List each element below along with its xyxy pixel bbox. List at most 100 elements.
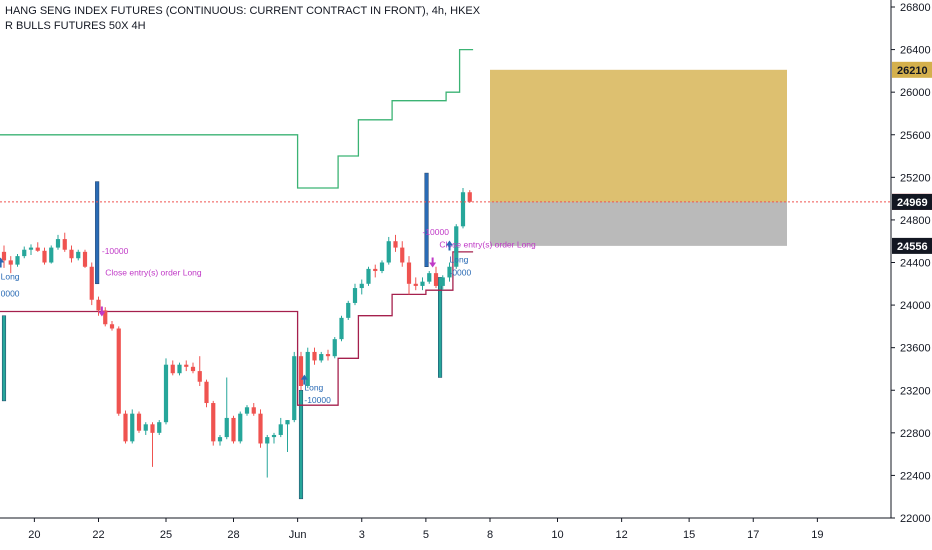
candle[interactable] <box>28 244 34 256</box>
candle[interactable] <box>204 379 209 408</box>
x-tick-label: 22 <box>92 529 104 541</box>
candle[interactable] <box>42 247 47 265</box>
candle[interactable] <box>339 315 344 342</box>
candle[interactable] <box>393 234 398 252</box>
candle[interactable] <box>22 246 27 259</box>
candle[interactable] <box>251 403 256 416</box>
candle[interactable] <box>440 275 445 291</box>
candle[interactable] <box>400 241 405 267</box>
candle[interactable] <box>15 253 20 267</box>
close-arrow-icon <box>429 257 437 268</box>
y-tick-label: 26800 <box>900 2 931 14</box>
candle[interactable] <box>8 256 13 274</box>
candle[interactable] <box>55 234 61 250</box>
candle[interactable] <box>292 351 297 423</box>
candle[interactable] <box>49 245 54 264</box>
candle[interactable] <box>238 411 243 444</box>
candle[interactable] <box>231 415 236 444</box>
candle[interactable] <box>143 422 148 435</box>
x-tick-label: 12 <box>616 529 628 541</box>
candle[interactable] <box>157 420 162 435</box>
candle[interactable] <box>217 434 223 446</box>
candle[interactable] <box>35 242 40 252</box>
candle[interactable] <box>130 409 135 444</box>
candle[interactable] <box>413 277 418 291</box>
candle[interactable] <box>244 405 250 416</box>
candle-body <box>49 247 54 263</box>
candle[interactable] <box>379 260 385 274</box>
candle[interactable] <box>197 356 202 386</box>
candle[interactable] <box>211 400 216 446</box>
x-tick-label: 20 <box>28 529 40 541</box>
candle[interactable] <box>109 321 115 331</box>
candle-body <box>460 192 466 227</box>
candle[interactable] <box>319 351 324 363</box>
candle[interactable] <box>298 351 304 391</box>
candle[interactable] <box>163 358 169 425</box>
candle-body <box>136 413 142 431</box>
candle[interactable] <box>278 417 283 438</box>
profit-zone[interactable] <box>490 69 787 202</box>
candle[interactable] <box>116 326 121 416</box>
candle[interactable] <box>427 271 432 284</box>
candle[interactable] <box>89 262 94 306</box>
candle[interactable] <box>69 245 74 263</box>
candle[interactable] <box>325 349 331 361</box>
candle[interactable] <box>123 410 128 444</box>
candle[interactable] <box>386 236 391 265</box>
candle[interactable] <box>184 360 189 372</box>
candle-body <box>217 437 223 442</box>
candle[interactable] <box>170 360 175 376</box>
candle-body <box>373 268 378 272</box>
price-tag-label: 24556 <box>897 241 928 253</box>
candle[interactable] <box>265 434 270 478</box>
candle[interactable] <box>366 266 371 286</box>
candle[interactable] <box>420 277 425 291</box>
candle[interactable] <box>150 422 155 467</box>
close-arrow-icon <box>98 306 106 317</box>
signal-bar <box>95 181 100 285</box>
candle[interactable] <box>346 300 351 320</box>
candle[interactable] <box>454 224 459 269</box>
signal-bar <box>438 277 443 378</box>
candle-body <box>325 354 331 357</box>
candle-body <box>130 413 135 442</box>
candle[interactable] <box>190 362 196 374</box>
candle[interactable] <box>76 249 81 261</box>
candle[interactable] <box>447 262 452 282</box>
y-tick-label: 23600 <box>900 343 931 355</box>
candle-body <box>400 247 405 263</box>
candle[interactable] <box>103 307 108 327</box>
candle[interactable] <box>136 411 142 433</box>
loss-zone[interactable] <box>490 201 787 246</box>
candle[interactable] <box>224 377 229 440</box>
candle-body <box>258 413 263 444</box>
candle[interactable] <box>332 337 337 359</box>
candle-body <box>15 256 20 265</box>
price-tag <box>892 237 932 254</box>
y-tick-label: 25200 <box>900 172 931 184</box>
candle[interactable] <box>406 256 412 295</box>
candle[interactable] <box>1 245 7 268</box>
candle[interactable] <box>312 347 317 365</box>
candle[interactable] <box>258 409 263 448</box>
candle[interactable] <box>177 362 182 376</box>
candle[interactable] <box>62 232 67 252</box>
candle[interactable] <box>359 279 364 295</box>
candle[interactable] <box>433 266 439 289</box>
candle[interactable] <box>82 249 88 268</box>
candle[interactable] <box>460 187 466 229</box>
price-tag <box>892 193 932 210</box>
candle[interactable] <box>373 264 378 278</box>
candle[interactable] <box>467 190 472 203</box>
candle-body <box>359 283 364 289</box>
candle-body <box>8 260 13 265</box>
candle-body <box>251 407 256 414</box>
candle[interactable] <box>285 420 290 452</box>
candle[interactable] <box>352 283 358 306</box>
candle[interactable] <box>271 432 277 444</box>
candle[interactable] <box>96 296 101 316</box>
candle[interactable] <box>305 347 310 389</box>
